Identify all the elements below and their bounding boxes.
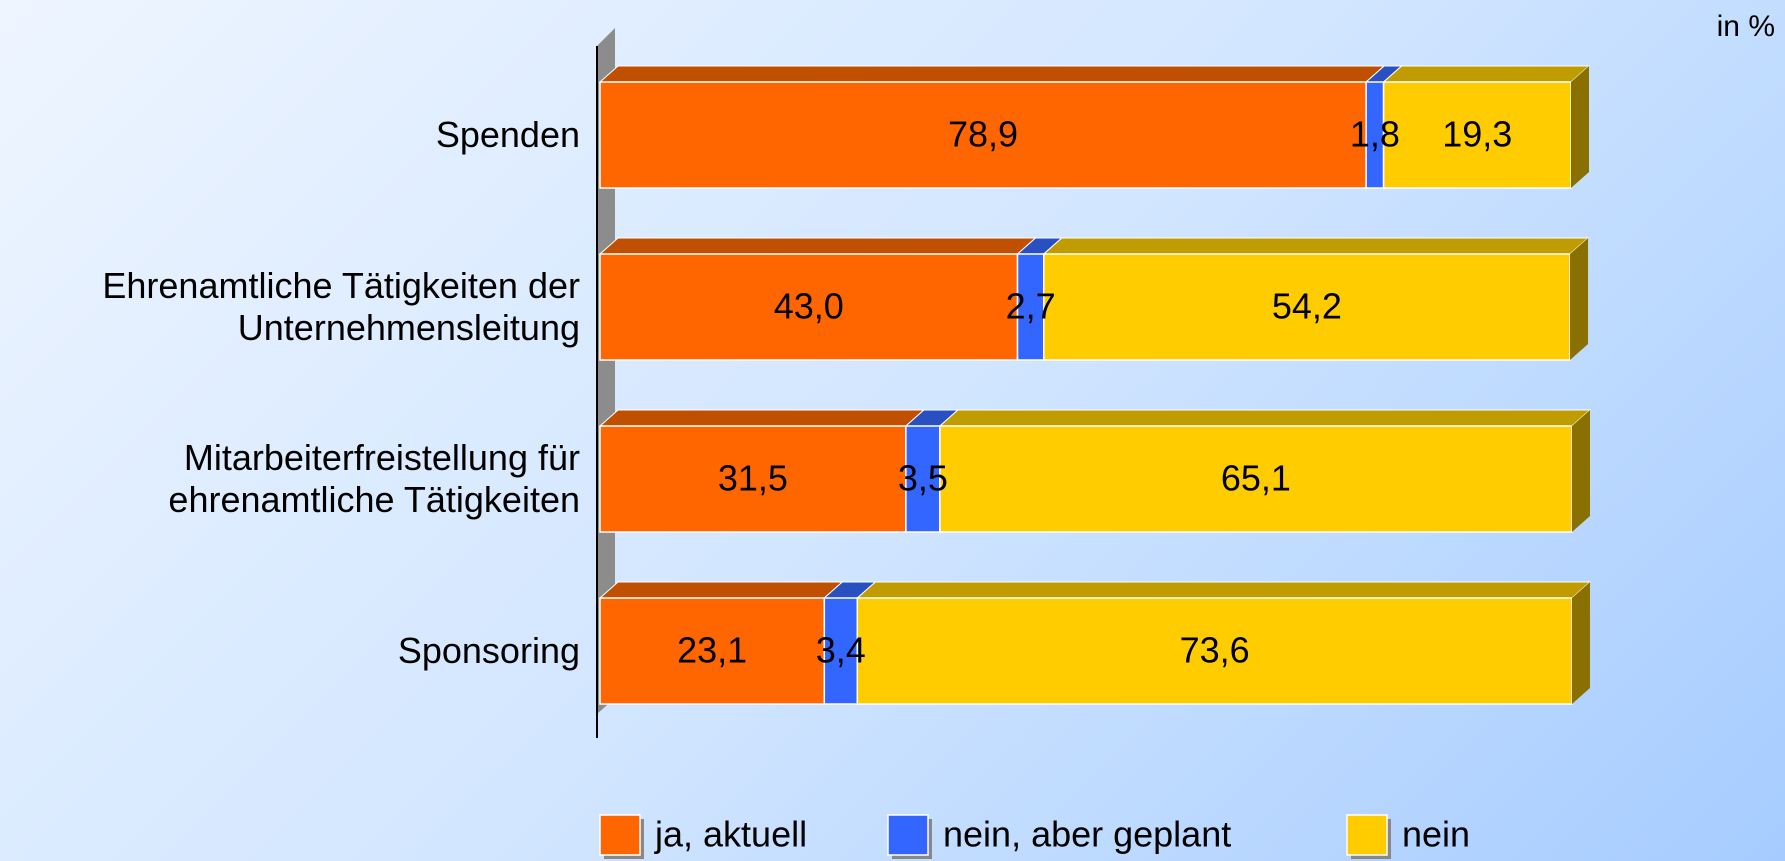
category-label: Mitarbeiterfreistellung für ehrenamtlich… (168, 437, 580, 520)
value-label: 78,9 (948, 114, 1018, 155)
bar-top (598, 409, 926, 427)
legend-label: nein, aber geplant (943, 814, 1231, 855)
value-label: 54,2 (1272, 286, 1342, 327)
legend-swatch (599, 814, 641, 856)
bar-segment (599, 597, 826, 705)
category-label: Sponsoring (397, 630, 580, 671)
bar-segment (599, 253, 1019, 361)
bar-segment (939, 425, 1573, 533)
value-label: 2,7 (1006, 286, 1056, 327)
bar-side (1571, 582, 1590, 704)
category-label: Spenden (435, 114, 580, 155)
bar-top (598, 237, 1037, 255)
bar-side (1571, 66, 1589, 188)
value-label: 73,6 (1180, 630, 1250, 671)
unit-note: in % (1717, 10, 1775, 43)
value-label: 3,5 (898, 458, 948, 499)
bar-top (1042, 237, 1590, 255)
bar-top (1382, 65, 1591, 83)
bar-top (598, 581, 844, 599)
value-label: 31,5 (718, 458, 788, 499)
bar-segment (856, 597, 1573, 705)
value-label: 43,0 (774, 286, 844, 327)
bar-top (598, 65, 1386, 83)
bar-segment (599, 81, 1367, 189)
legend-label: nein (1402, 814, 1470, 855)
value-label: 19,3 (1442, 114, 1512, 155)
category-label: Ehrenamtliche Tätigkeiten der Unternehme… (102, 265, 580, 348)
legend-swatch (1346, 814, 1388, 856)
value-label: 65,1 (1221, 458, 1291, 499)
wall (597, 28, 615, 714)
value-label: 23,1 (677, 630, 747, 671)
bar-top (855, 581, 1592, 599)
bar-top (938, 409, 1592, 427)
value-label: 3,4 (816, 630, 866, 671)
bar-segment (599, 425, 907, 533)
bar-side (1571, 410, 1590, 532)
bar-side (1570, 238, 1589, 360)
legend-label: ja, aktuell (654, 814, 807, 855)
value-label: 1,8 (1350, 114, 1400, 155)
bar-segment (1042, 253, 1571, 361)
legend-swatch (887, 814, 929, 856)
